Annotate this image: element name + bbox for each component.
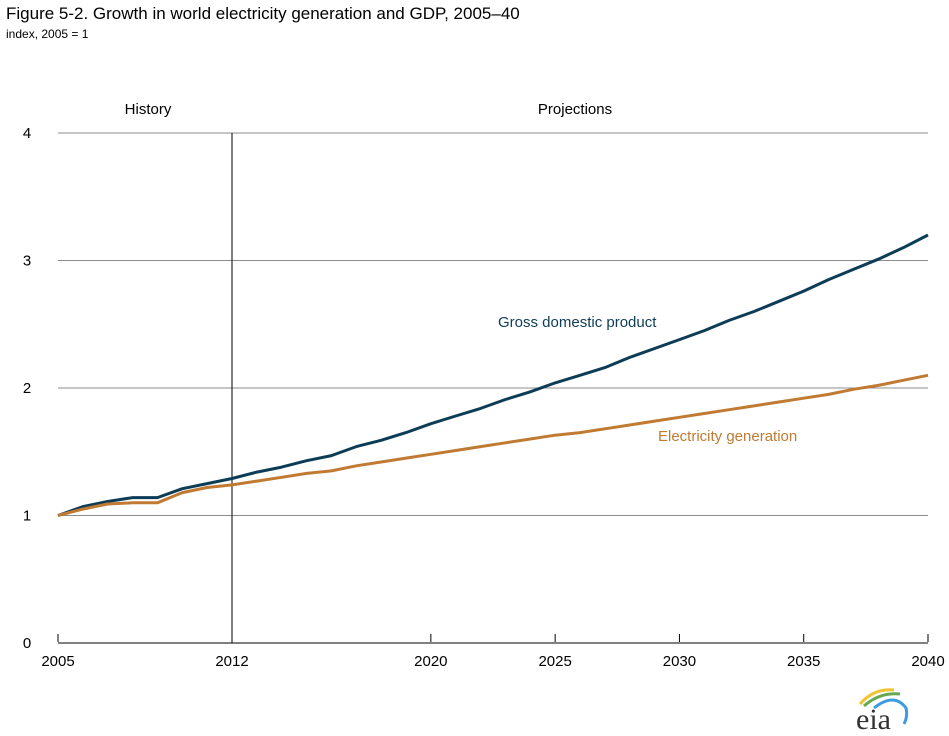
- chart-title: Figure 5-2. Growth in world electricity …: [6, 4, 520, 23]
- projections-label: Projections: [538, 101, 612, 118]
- eia-logo-text: eia: [856, 703, 891, 731]
- x-tick-label: 2030: [663, 653, 696, 670]
- x-tick-label: 2020: [414, 653, 447, 670]
- x-tick-label: 2035: [787, 653, 820, 670]
- y-axis: 0 1 2 3 4: [23, 125, 31, 652]
- x-tick-label: 2012: [215, 653, 248, 670]
- series-line-electricity: [57, 373, 929, 517]
- gridlines: [58, 132, 928, 516]
- chart-subtitle: index, 2005 = 1: [6, 27, 89, 41]
- y-tick-label: 1: [23, 508, 31, 525]
- y-tick-label: 2: [23, 380, 31, 397]
- series-label-electricity: Electricity generation: [658, 428, 797, 445]
- y-tick-label: 4: [23, 125, 31, 142]
- x-axis: 2005 2012 2020 2025 2030 2035 2040: [41, 634, 945, 670]
- series-line-gdp: [57, 233, 929, 517]
- y-tick-label: 0: [23, 635, 31, 652]
- x-tick-label: 2005: [41, 653, 74, 670]
- history-label: History: [125, 101, 172, 118]
- series-group: [57, 233, 929, 517]
- y-tick-label: 3: [23, 253, 31, 270]
- x-tick-label: 2025: [538, 653, 571, 670]
- eia-logo: eia: [852, 686, 912, 736]
- eia-logo-icon: eia: [856, 688, 909, 736]
- x-tick-label: 2040: [911, 653, 944, 670]
- series-label-gdp: Gross domestic product: [498, 314, 657, 331]
